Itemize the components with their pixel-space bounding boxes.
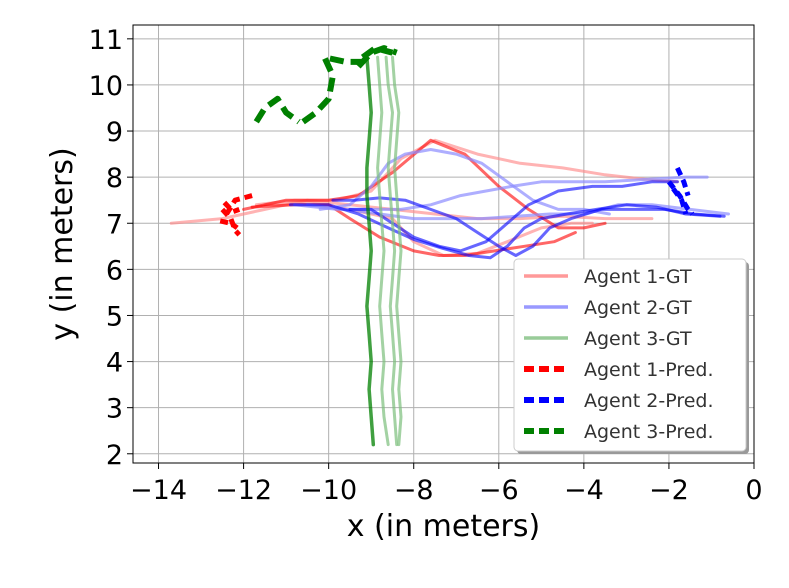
trajectory-series-19 [219,218,239,230]
trajectory-series-4 [242,138,607,230]
y-tick-label: 5 [106,301,123,332]
x-tick-label: −2 [649,475,689,506]
y-tick-label: 8 [106,163,123,194]
axes-frame [132,24,755,464]
trajectory-series-6 [293,175,709,211]
x-tick-label: −10 [300,475,357,506]
legend-label: Agent 2-Pred. [584,390,714,412]
y-tick-label: 7 [106,209,123,240]
legend-box [513,258,747,452]
y-tick-label: 4 [106,348,123,379]
trajectory-series-10 [348,180,679,253]
y-tick-label: 9 [106,117,123,148]
y-tick-label: 2 [106,440,123,471]
y-tick-label: 11 [89,25,123,56]
y-axis-label: y (in meters) [45,147,80,340]
trajectory-series-22 [671,187,689,215]
x-tick-label: 0 [745,475,762,506]
legend-label: Agent 1-GT [584,266,692,288]
legend-label: Agent 3-Pred. [584,421,714,443]
trajectory-series-14 [376,55,390,447]
trajectory-series-13 [391,55,403,447]
trajectory-series-15 [365,55,376,447]
trajectory-series-16 [224,193,253,216]
y-tick-label: 3 [106,394,123,425]
x-tick-label: −8 [394,475,434,506]
legend-label: Agent 3-GT [584,328,692,350]
y-tick-label: 10 [89,71,123,102]
x-tick-label: −4 [564,475,604,506]
trajectory-series-1 [169,198,654,225]
ticks: −14 −12 −10 −8 −6 −4 −2 0 2 3 4 5 6 7 8 9 10 11 [89,25,763,506]
trajectory-series-8 [318,148,611,216]
x-tick-label: −6 [479,475,519,506]
trajectory-series-25 [360,45,394,60]
legend: Agent 1-GT Agent 2-GT Agent 3-GT Agent 1-Pr… [513,258,749,454]
x-axis-label: x (in meters) [347,509,540,544]
x-tick-label: −14 [130,475,187,506]
trajectory-series-12 [384,55,399,447]
trajectory-series-20 [675,166,691,197]
x-tick-label: −12 [215,475,272,506]
trajectory-series-26 [356,45,398,69]
trajectory-series-9 [288,203,722,260]
y-tick-label: 6 [106,255,123,286]
trajectory-series-18 [222,200,241,215]
trajectory-series-23 [253,95,301,125]
legend-label: Agent 1-Pred. [584,359,714,381]
plot-area [169,45,730,447]
legend-label: Agent 2-GT [584,297,692,319]
